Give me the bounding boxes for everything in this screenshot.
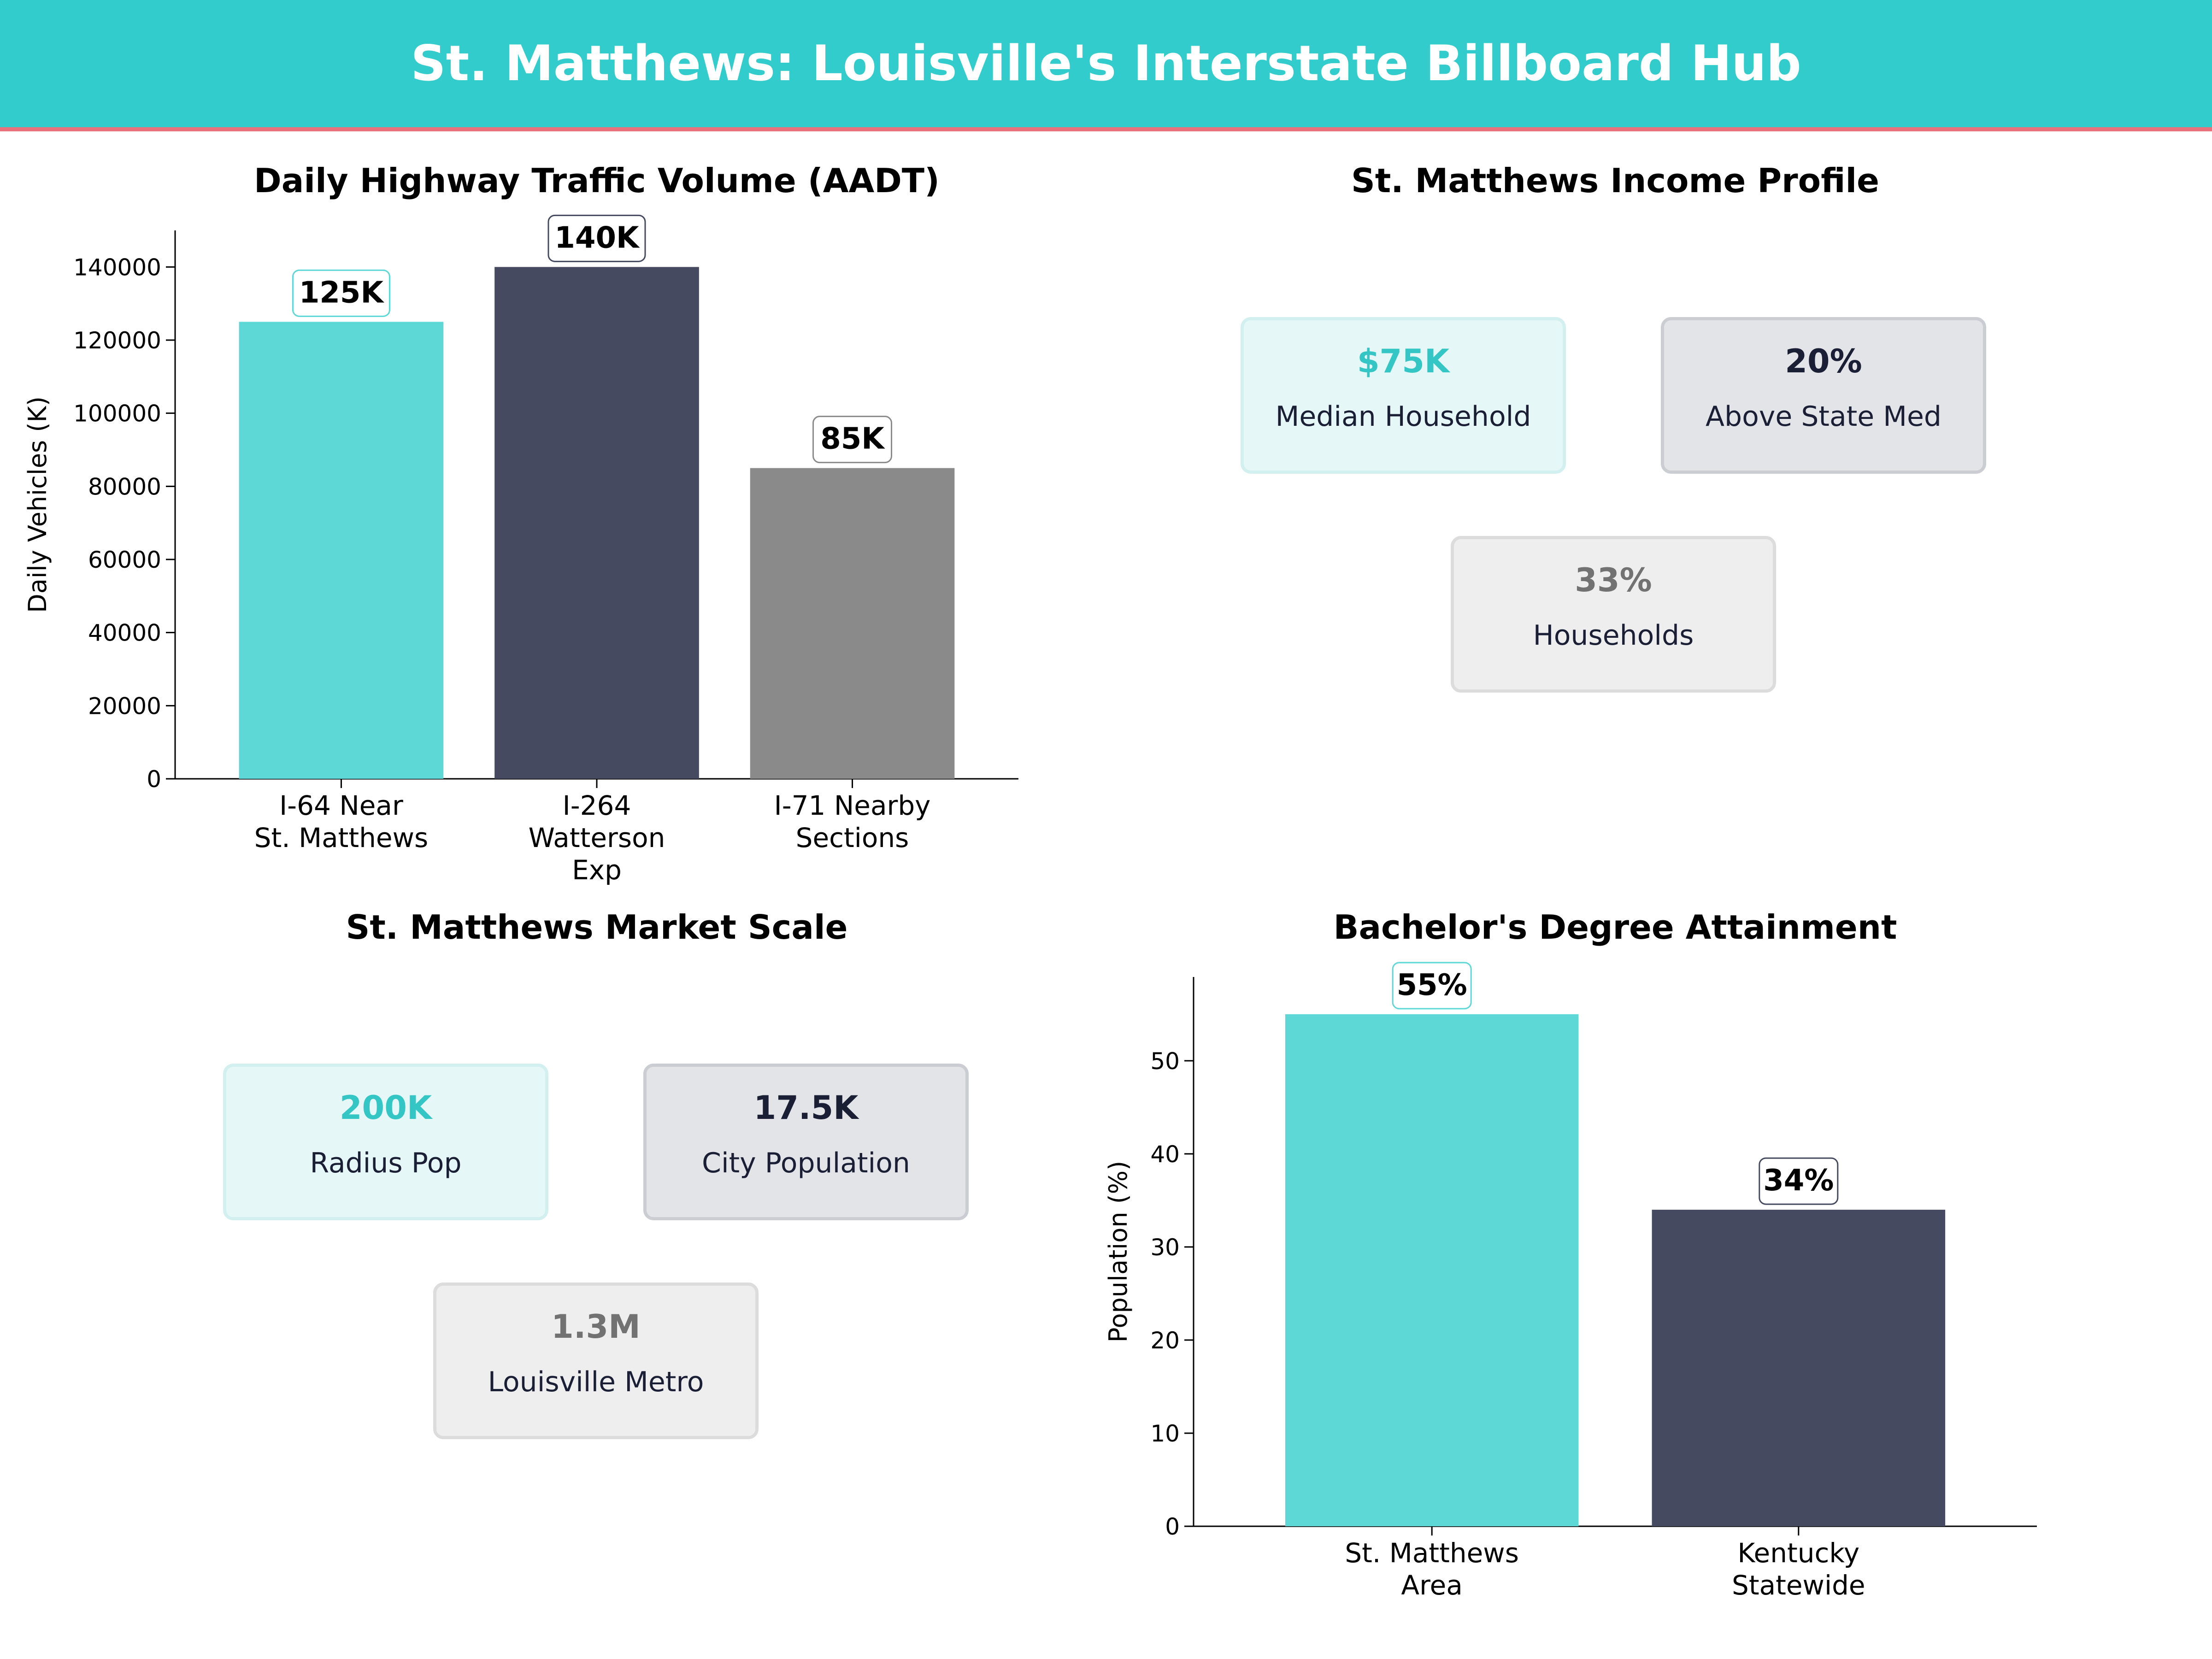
income-card-value: 20% [1785, 342, 1862, 380]
income-card-label: Median Household [1275, 400, 1531, 433]
market-card-value: 200K [339, 1089, 432, 1127]
y-tick-label: 140000 [73, 254, 161, 281]
data-label-box [1759, 1157, 1839, 1205]
income-card-label: Households [1533, 619, 1694, 652]
y-tick-label: 120000 [73, 327, 161, 354]
market-card-radius: 200K Radius Pop [223, 1064, 548, 1220]
y-tick-label: 80000 [88, 473, 161, 500]
market-card-label: Louisville Metro [488, 1366, 704, 1398]
income-card-above-state: 20% Above State Med [1661, 317, 1986, 474]
bar [494, 267, 699, 779]
income-card-value: $75K [1357, 342, 1450, 380]
data-label-box [1392, 962, 1472, 1010]
y-tick-label: 40 [1150, 1141, 1180, 1168]
income-card-households: 33% Households [1451, 536, 1776, 693]
data-label-box [547, 214, 646, 262]
y-tick-label: 40000 [88, 620, 161, 647]
education-panel-title: Bachelor's Degree Attainment [1333, 908, 1897, 947]
bar [750, 468, 955, 779]
market-card-label: City Population [702, 1147, 910, 1179]
data-label: 85K [820, 422, 885, 456]
y-tick-label: 0 [1165, 1513, 1180, 1540]
data-label-box [812, 416, 893, 464]
x-tick-label: St. Matthews Area [1345, 1537, 1519, 1601]
bar [1285, 1014, 1579, 1526]
x-tick-label: I-64 Near St. Matthews [254, 790, 429, 853]
x-tick-label: I-71 Nearby Sections [774, 790, 931, 853]
y-tick-label: 10 [1150, 1420, 1180, 1447]
data-label: 55% [1397, 968, 1467, 1002]
market-card-label: Radius Pop [310, 1147, 462, 1179]
traffic-panel-title: Daily Highway Traffic Volume (AADT) [254, 161, 940, 200]
header-accent-line [0, 127, 2212, 131]
y-tick-label: 60000 [88, 547, 161, 573]
market-card-value: 1.3M [551, 1308, 641, 1346]
header-bar [0, 0, 2212, 127]
page-title: St. Matthews: Louisville's Interstate Bi… [411, 35, 1801, 92]
data-label: 34% [1763, 1164, 1834, 1198]
income-card-median: $75K Median Household [1241, 317, 1566, 474]
y-tick-label: 30 [1150, 1234, 1180, 1261]
market-card-value: 17.5K [753, 1089, 859, 1127]
income-card-value: 33% [1575, 561, 1652, 599]
x-tick-label: I-264 Watterson Exp [529, 790, 665, 886]
market-card-city: 17.5K City Population [643, 1064, 969, 1220]
income-panel-title: St. Matthews Income Profile [1351, 161, 1880, 200]
y-tick-label: 0 [147, 766, 161, 793]
y-tick-label: 50 [1150, 1048, 1180, 1075]
income-card-label: Above State Med [1706, 400, 1941, 433]
y-tick-label: 20 [1150, 1327, 1180, 1354]
data-label: 140K [554, 221, 640, 255]
data-label: 125K [299, 276, 385, 310]
data-label-box [292, 269, 390, 317]
y-axis-label: Population (%) [1104, 1161, 1133, 1342]
bar [239, 322, 444, 779]
x-tick-label: Kentucky Statewide [1732, 1537, 1865, 1601]
bar [1652, 1210, 1946, 1526]
market-panel-title: St. Matthews Market Scale [346, 908, 848, 947]
market-card-metro: 1.3M Louisville Metro [433, 1282, 759, 1439]
y-axis-label: Daily Vehicles (K) [23, 396, 52, 613]
y-tick-label: 20000 [88, 693, 161, 719]
y-tick-label: 100000 [73, 400, 161, 427]
